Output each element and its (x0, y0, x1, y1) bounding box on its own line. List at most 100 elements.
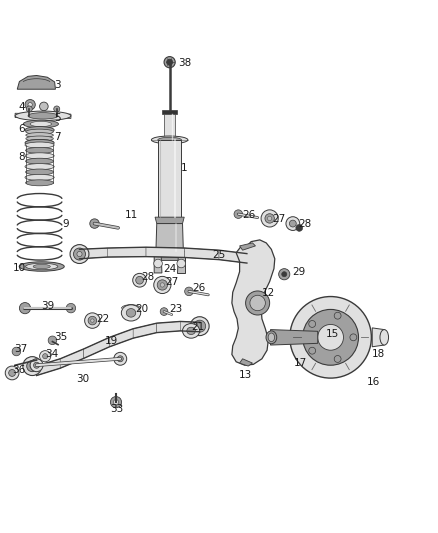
Polygon shape (219, 250, 247, 263)
Ellipse shape (26, 180, 53, 186)
Circle shape (30, 359, 43, 372)
Circle shape (160, 283, 165, 287)
Ellipse shape (268, 333, 275, 342)
Text: 21: 21 (191, 322, 205, 333)
Circle shape (28, 102, 32, 107)
Text: 13: 13 (239, 370, 252, 380)
Circle shape (318, 325, 343, 350)
Text: 26: 26 (192, 283, 205, 293)
Ellipse shape (158, 138, 181, 142)
Polygon shape (156, 223, 184, 252)
Polygon shape (84, 337, 110, 358)
Polygon shape (240, 359, 252, 366)
Text: 37: 37 (14, 344, 27, 354)
Circle shape (154, 277, 171, 294)
Ellipse shape (26, 140, 53, 144)
Text: 3: 3 (54, 79, 60, 90)
Circle shape (23, 357, 42, 376)
Circle shape (91, 319, 94, 322)
Circle shape (39, 102, 48, 111)
Circle shape (39, 351, 51, 362)
Ellipse shape (28, 112, 58, 119)
Circle shape (286, 217, 300, 230)
Ellipse shape (25, 126, 54, 133)
Circle shape (160, 308, 168, 316)
Ellipse shape (30, 122, 52, 126)
Circle shape (34, 362, 39, 368)
Circle shape (250, 295, 265, 311)
Polygon shape (60, 349, 84, 368)
Circle shape (303, 310, 358, 365)
Text: 25: 25 (212, 250, 226, 260)
Circle shape (133, 273, 146, 287)
Circle shape (334, 312, 341, 319)
Text: 23: 23 (170, 304, 183, 314)
Circle shape (166, 59, 173, 65)
Circle shape (88, 316, 97, 325)
Polygon shape (162, 110, 177, 114)
Text: 27: 27 (272, 214, 286, 224)
Polygon shape (146, 247, 185, 257)
Circle shape (27, 360, 38, 372)
Ellipse shape (126, 309, 136, 317)
Circle shape (19, 303, 31, 314)
Text: 29: 29 (292, 266, 305, 277)
Text: 39: 39 (41, 301, 54, 311)
Ellipse shape (26, 169, 53, 175)
Text: 5: 5 (54, 112, 60, 123)
Text: 12: 12 (262, 288, 275, 298)
Circle shape (117, 356, 123, 362)
Text: 6: 6 (18, 124, 25, 134)
Circle shape (243, 254, 251, 263)
Ellipse shape (25, 164, 54, 169)
Circle shape (157, 280, 167, 290)
Polygon shape (271, 329, 318, 345)
Text: 16: 16 (367, 376, 380, 386)
Circle shape (164, 56, 175, 68)
Ellipse shape (33, 264, 50, 269)
Ellipse shape (26, 133, 53, 138)
Polygon shape (185, 248, 219, 260)
Ellipse shape (25, 153, 54, 159)
Circle shape (136, 277, 144, 284)
Text: 30: 30 (77, 374, 90, 384)
Circle shape (309, 320, 316, 327)
Text: 35: 35 (54, 332, 67, 342)
Text: 7: 7 (54, 132, 60, 142)
Text: 27: 27 (166, 277, 179, 287)
Ellipse shape (121, 305, 141, 321)
Text: 33: 33 (110, 404, 124, 414)
Circle shape (85, 313, 100, 328)
Circle shape (114, 352, 127, 365)
Circle shape (12, 347, 21, 356)
Circle shape (282, 272, 287, 277)
Text: 1: 1 (180, 163, 187, 173)
Polygon shape (154, 252, 185, 260)
Ellipse shape (25, 142, 54, 148)
Text: 11: 11 (124, 210, 138, 220)
Ellipse shape (15, 111, 71, 120)
Ellipse shape (26, 148, 53, 154)
Text: 36: 36 (12, 366, 25, 375)
Circle shape (54, 106, 60, 112)
Circle shape (261, 210, 278, 227)
Polygon shape (36, 359, 60, 376)
Polygon shape (17, 76, 56, 89)
Circle shape (70, 245, 89, 263)
Polygon shape (155, 217, 184, 223)
Polygon shape (133, 323, 157, 338)
Polygon shape (15, 113, 71, 118)
Text: 19: 19 (105, 336, 119, 346)
Text: 22: 22 (97, 314, 110, 324)
Circle shape (77, 252, 82, 256)
Circle shape (185, 287, 193, 296)
Circle shape (154, 259, 162, 268)
Text: 20: 20 (135, 304, 148, 314)
Circle shape (9, 369, 15, 376)
Circle shape (279, 269, 290, 280)
Circle shape (239, 251, 254, 266)
Text: 24: 24 (163, 264, 177, 274)
Circle shape (113, 400, 119, 405)
Circle shape (74, 248, 85, 260)
Ellipse shape (25, 140, 54, 147)
